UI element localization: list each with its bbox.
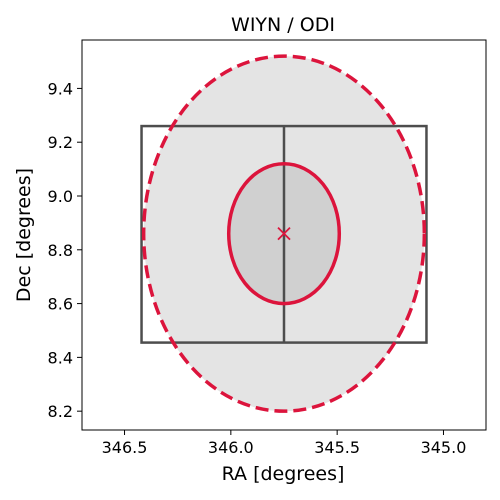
x-tick-label: 345.5 (314, 438, 360, 457)
y-tick-label: 9.0 (48, 187, 73, 206)
x-tick-label: 346.0 (208, 438, 254, 457)
plot-area: 346.5 346.0 345.5 345.0 8.2 8.4 8.6 8.8 9.0 9.2 9.… (48, 39, 487, 457)
x-axis-label: RA [degrees] (222, 463, 345, 485)
outer-ellipse-edge (141, 54, 427, 413)
y-tick-label: 9.2 (48, 133, 73, 152)
y-tick-label: 8.6 (48, 295, 73, 314)
axes-frame (81, 39, 487, 431)
y-tick-label: 8.4 (48, 348, 73, 367)
x-tick-label: 346.5 (102, 438, 148, 457)
y-axis-label: Dec [degrees] (13, 168, 35, 302)
y-tick-label: 8.8 (48, 241, 73, 260)
center-marker-stroke-2 (277, 227, 291, 241)
x-tick-label: 345.0 (421, 438, 467, 457)
chart-title: WIYN / ODI (231, 14, 335, 36)
y-tick-label: 9.4 (48, 79, 73, 98)
y-tick-label: 8.2 (48, 402, 73, 421)
inner-ellipse-edge (226, 161, 342, 306)
